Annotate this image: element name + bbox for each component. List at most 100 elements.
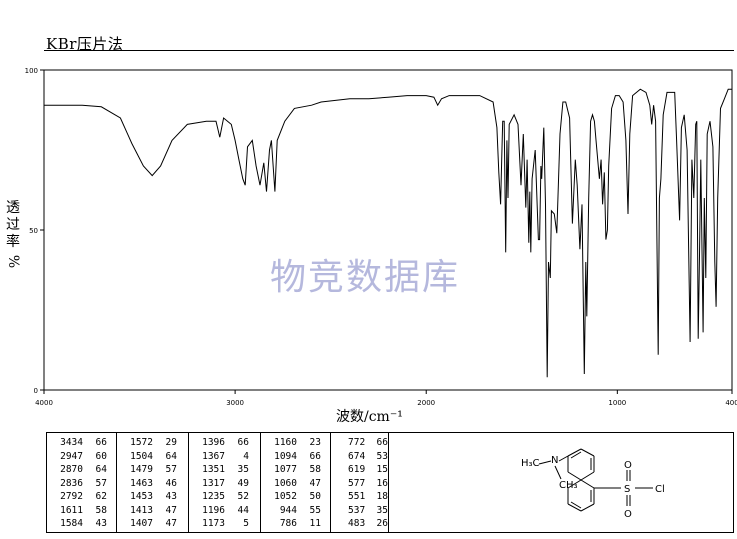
y-tick-label: 0 (34, 387, 38, 395)
peak-transmittance: 58 (95, 504, 107, 516)
peak-transmittance: 5 (243, 518, 249, 529)
peak-table-column: 1160 23 1094 66 1077 58 1060 47 1052 50 944 55 786 11 (261, 433, 331, 532)
watermark-text: 物竞数据库 (270, 257, 461, 298)
peak-transmittance: 52 (237, 491, 249, 502)
peak-wavenumber: 1196 (202, 504, 225, 516)
peak-wavenumber: 1407 (130, 518, 153, 529)
peak-table-row: 1060 47 (261, 478, 330, 492)
peak-wavenumber: 786 (279, 518, 297, 529)
peak-table-row: 537 35 (331, 505, 388, 519)
peak-transmittance: 62 (95, 491, 107, 502)
peak-wavenumber: 1235 (202, 491, 225, 502)
peak-wavenumber: 1367 (202, 450, 225, 462)
peak-table-row: 1453 43 (117, 491, 188, 505)
peak-table-row: 944 55 (261, 505, 330, 519)
peak-table-row: 674 53 (331, 451, 388, 465)
structure-label-ch3: CH₃ (559, 480, 578, 491)
peak-wavenumber: 1453 (130, 491, 153, 502)
peak-transmittance: 55 (309, 504, 321, 516)
y-tick-label: 50 (29, 227, 38, 235)
peak-table-row: 772 66 (331, 437, 388, 451)
peak-table-row: 1160 23 (261, 437, 330, 451)
peak-wavenumber: 1060 (274, 477, 297, 489)
title-rule (44, 50, 734, 51)
peak-wavenumber: 2836 (60, 477, 83, 489)
peak-table-row: 1572 29 (117, 437, 188, 451)
x-tick-label: 400 (725, 399, 737, 407)
peak-transmittance: 47 (165, 504, 177, 516)
peak-wavenumber: 2870 (60, 464, 83, 475)
peak-wavenumber: 1463 (130, 477, 153, 489)
peak-wavenumber: 1094 (274, 450, 297, 462)
peak-wavenumber: 1052 (274, 491, 297, 502)
peak-table-column: 1396 66 1367 4 1351 35 1317 49 1235 52 1196 44 1173 5 (189, 433, 261, 532)
peak-transmittance: 16 (376, 477, 388, 489)
peak-transmittance: 50 (309, 491, 321, 502)
peak-transmittance: 26 (376, 518, 388, 529)
peak-wavenumber: 619 (348, 464, 366, 475)
peak-transmittance: 53 (376, 450, 388, 462)
y-axis-label: 透 过 率 % (4, 200, 22, 270)
molecule-structure: H₃C N CH₃ S Cl O O (389, 433, 733, 532)
x-tick-label: 1000 (608, 399, 626, 407)
peak-wavenumber: 2947 (60, 450, 83, 462)
peak-table-row: 483 26 (331, 518, 388, 532)
peak-wavenumber: 1173 (202, 518, 225, 529)
peak-transmittance: 23 (309, 437, 321, 448)
y-axis-label-char-2: 过 (6, 217, 20, 233)
peak-wavenumber: 551 (348, 491, 366, 502)
peak-table-row: 551 18 (331, 491, 388, 505)
peak-transmittance: 18 (376, 491, 388, 502)
peak-table-row: 3434 66 (47, 437, 116, 451)
peak-table-row: 1094 66 (261, 451, 330, 465)
peak-transmittance: 66 (95, 437, 107, 448)
peak-wavenumber: 3434 (60, 437, 83, 448)
peak-transmittance: 66 (309, 450, 321, 462)
peak-wavenumber: 944 (279, 504, 297, 516)
peak-transmittance: 43 (165, 491, 177, 502)
peak-table-row: 577 16 (331, 478, 388, 492)
peak-wavenumber: 1504 (130, 450, 153, 462)
peak-wavenumber: 1572 (130, 437, 153, 448)
x-axis-ticks: 4000 3000 2000 1000 400 (35, 390, 737, 407)
peak-table-row: 1077 58 (261, 464, 330, 478)
peak-table-row: 1317 49 (189, 478, 260, 492)
page-title: KBr压片法 (46, 35, 124, 53)
peak-wavenumber: 1396 (202, 437, 225, 448)
peak-wavenumber: 1413 (130, 504, 153, 516)
peak-transmittance: 11 (309, 518, 321, 529)
x-tick-label: 4000 (35, 399, 53, 407)
peak-table-row: 786 11 (261, 518, 330, 532)
peak-table-row: 1235 52 (189, 491, 260, 505)
structure-label-s: S (624, 484, 630, 495)
peak-transmittance: 47 (309, 477, 321, 489)
peak-transmittance: 35 (376, 504, 388, 516)
peak-wavenumber: 1351 (202, 464, 225, 475)
peak-transmittance: 64 (95, 464, 107, 475)
peak-table-row: 1173 5 (189, 518, 260, 532)
peak-transmittance: 60 (95, 450, 107, 462)
peak-wavenumber: 577 (348, 477, 366, 489)
peak-table-row: 1396 66 (189, 437, 260, 451)
peak-table-row: 2836 57 (47, 478, 116, 492)
y-axis-unit: % (5, 254, 22, 269)
peak-table-row: 1196 44 (189, 505, 260, 519)
y-tick-label: 100 (25, 67, 38, 75)
transmittance-series-line (44, 88, 732, 378)
peak-transmittance: 58 (309, 464, 321, 475)
peak-wavenumber: 1160 (274, 437, 297, 448)
peak-table-row: 1504 64 (117, 451, 188, 465)
peak-wavenumber: 1077 (274, 464, 297, 475)
peak-transmittance: 57 (95, 477, 107, 489)
peak-table-row: 1463 46 (117, 478, 188, 492)
peak-transmittance: 57 (165, 464, 177, 475)
peak-table-row: 2870 64 (47, 464, 116, 478)
peak-table-row: 2792 62 (47, 491, 116, 505)
peak-wavenumber: 1479 (130, 464, 153, 475)
peak-wavenumber: 2792 (60, 491, 83, 502)
peak-wavenumber: 1584 (60, 518, 83, 529)
peak-transmittance: 46 (165, 477, 177, 489)
peak-transmittance: 29 (165, 437, 177, 448)
peak-transmittance: 44 (237, 504, 249, 516)
peak-table-row: 1052 50 (261, 491, 330, 505)
